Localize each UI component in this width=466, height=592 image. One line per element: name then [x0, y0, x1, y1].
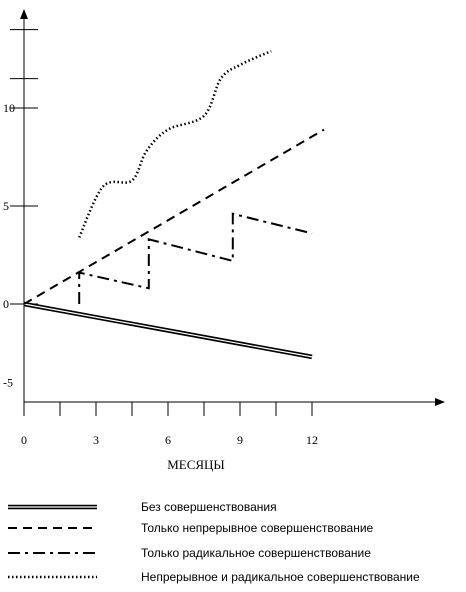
x-tick-label: 6	[165, 433, 171, 447]
x-ticks: 0 3 6 9 12	[21, 402, 318, 447]
legend-label: Непрерывное и радикальное совершенствова…	[141, 570, 420, 584]
series-line-2	[23, 128, 325, 305]
y-tick-label: 0	[3, 297, 9, 311]
legend-label: Только радикальное совершенствование	[141, 546, 371, 560]
series-line-3	[78, 212, 313, 304]
x-axis-label: МЕСЯЦЫ	[167, 457, 225, 472]
series-line-1-inner	[23, 303, 313, 358]
x-tick-label: 9	[237, 433, 243, 447]
y-tick-label: 10	[3, 101, 15, 115]
legend: Без совершенствования Только непрерывное …	[8, 500, 420, 584]
y-tick-label: -5	[3, 375, 13, 389]
y-ticks: -5 0 5 10	[3, 29, 38, 389]
y-tick-label: 5	[3, 199, 9, 213]
x-tick-label: 0	[21, 433, 27, 447]
x-tick-label: 3	[93, 433, 99, 447]
legend-label: Только непрерывное совершенствование	[141, 521, 374, 535]
series-line-4	[78, 50, 272, 238]
x-tick-label: 12	[306, 433, 318, 447]
legend-label: Без совершенствования	[141, 500, 277, 514]
series-layer	[23, 50, 325, 360]
